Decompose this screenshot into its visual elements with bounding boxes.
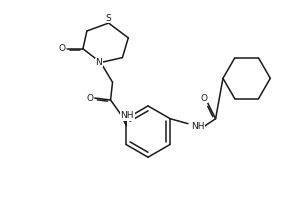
Text: O: O — [200, 94, 207, 103]
Text: N: N — [95, 58, 102, 67]
Text: NH: NH — [121, 111, 134, 120]
Text: O: O — [86, 94, 93, 103]
Text: NH: NH — [191, 122, 205, 131]
Text: O: O — [59, 44, 66, 53]
Text: S: S — [106, 14, 112, 23]
